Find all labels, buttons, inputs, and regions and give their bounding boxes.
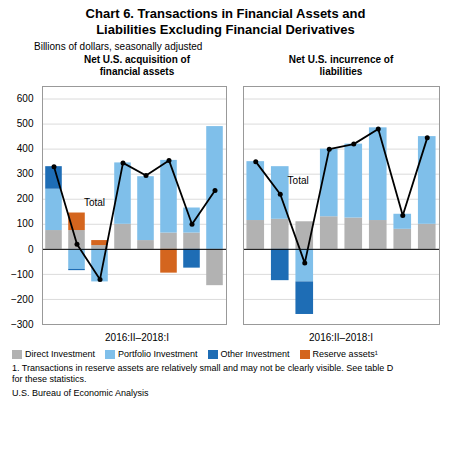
html-text:Other Investment: Other Investment	[220, 349, 290, 359]
svg-text:−200: −200	[11, 294, 34, 305]
html-text:Net U.S. acquisition of financ: Net U.S. acquisition of financial assets	[83, 54, 191, 77]
html-text:Billions of dollars, seasonall: Billions of dollars, seasonally adjusted	[34, 41, 203, 52]
html-text:2016:II–2018:I: 2016:II–2018:I	[105, 332, 169, 343]
html-text:Reserve assets¹: Reserve assets¹	[312, 349, 378, 359]
html-text:Direct Investment: Direct Investment	[25, 349, 95, 359]
svg-text:−300: −300	[11, 319, 34, 330]
html-text:U.S. Bureau of Economic Analys: U.S. Bureau of Economic Analysis	[12, 388, 149, 398]
svg-text:−100: −100	[11, 269, 34, 280]
svg-text:0: 0	[28, 244, 34, 255]
svg-text:300: 300	[17, 168, 34, 179]
html-text:2016:II–2018:I: 2016:II–2018:I	[309, 332, 373, 343]
html-text:for these statistics.: for these statistics.	[12, 374, 87, 384]
html-text:1. Transactions in reserve ass: 1. Transactions in reserve assets are re…	[12, 363, 394, 373]
svg-text:200: 200	[17, 193, 34, 204]
html-text:Chart 6. Transactions in Finan: Chart 6. Transactions in Financial Asset…	[85, 6, 366, 37]
svg-text:500: 500	[17, 118, 34, 129]
svg-text:Total: Total	[288, 175, 309, 186]
svg-text:Total: Total	[84, 197, 105, 208]
svg-text:400: 400	[17, 143, 34, 154]
html-text:Net U.S. incurrence of liabili: Net U.S. incurrence of liabilities	[288, 54, 394, 77]
svg-text:100: 100	[17, 218, 34, 229]
svg-text:600: 600	[17, 93, 34, 104]
html-text:Portfolio Investment: Portfolio Investment	[118, 349, 198, 359]
